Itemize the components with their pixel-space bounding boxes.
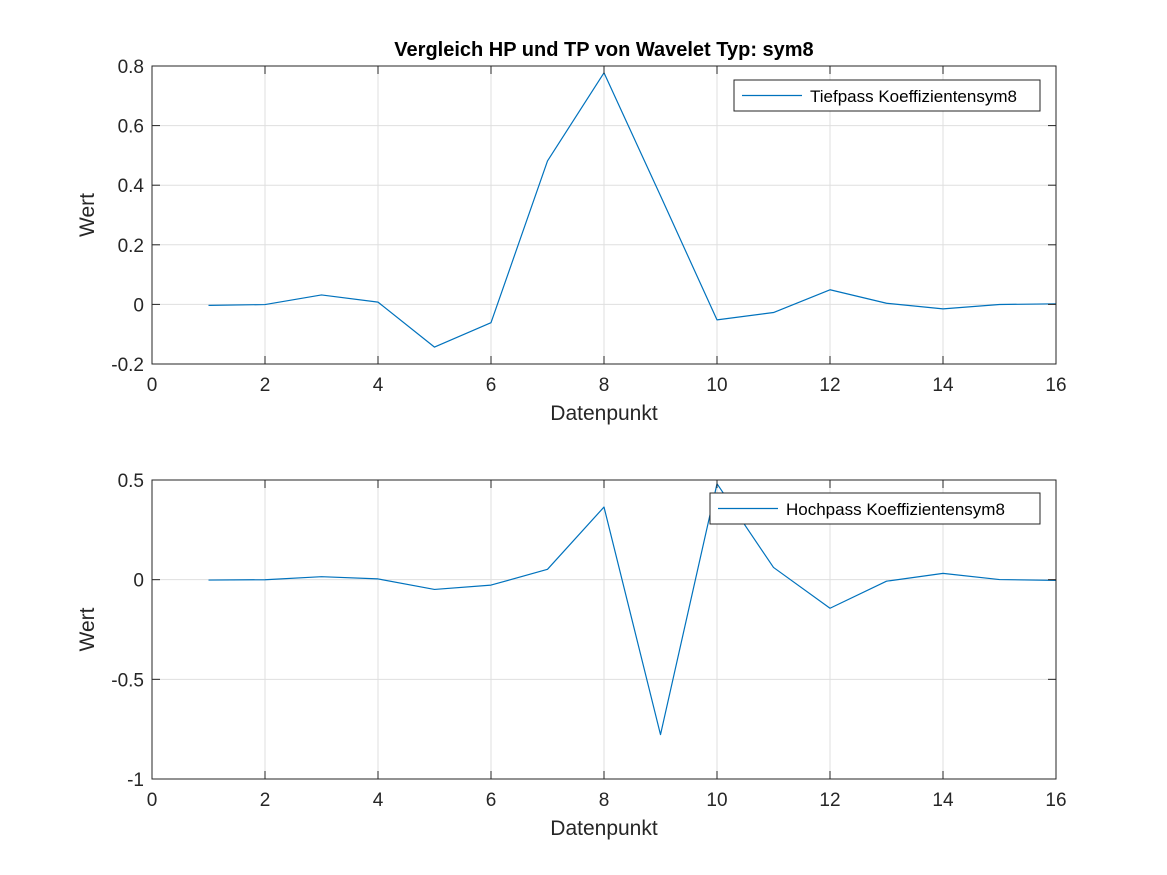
x-tick-label: 6 bbox=[486, 790, 497, 811]
chart-title: Vergleich HP und TP von Wavelet Typ: sym… bbox=[394, 39, 813, 61]
y-tick-label: 0.2 bbox=[118, 236, 144, 257]
data-point bbox=[377, 301, 379, 303]
x-tick-label: 4 bbox=[373, 375, 384, 396]
x-tick-label: 10 bbox=[706, 790, 727, 811]
x-axis-label: Datenpunkt bbox=[550, 817, 658, 840]
series-line bbox=[208, 72, 1057, 348]
data-point bbox=[998, 303, 1000, 305]
data-point bbox=[659, 195, 661, 197]
data-point bbox=[433, 346, 435, 348]
data-point bbox=[885, 302, 887, 304]
legend-entry-label: Hochpass Koeffizientensym8 bbox=[786, 500, 1005, 519]
y-tick-label: 0.8 bbox=[118, 57, 144, 78]
x-tick-label: 0 bbox=[147, 375, 158, 396]
data-point bbox=[885, 580, 887, 582]
data-point bbox=[546, 160, 548, 162]
y-axis-label: Wert bbox=[76, 193, 99, 237]
y-tick-label: -1 bbox=[127, 770, 144, 791]
data-point bbox=[942, 572, 944, 574]
y-tick-label: 0.6 bbox=[118, 117, 144, 138]
y-tick-label: 0 bbox=[133, 571, 144, 592]
x-tick-label: 16 bbox=[1045, 375, 1066, 396]
x-tick-label: 2 bbox=[260, 375, 271, 396]
x-tick-label: 2 bbox=[260, 790, 271, 811]
x-tick-label: 6 bbox=[486, 375, 497, 396]
data-point bbox=[433, 588, 435, 590]
data-point bbox=[998, 578, 1000, 580]
data-point bbox=[320, 294, 322, 296]
x-tick-label: 14 bbox=[932, 375, 954, 396]
data-point bbox=[320, 575, 322, 577]
data-point bbox=[829, 607, 831, 609]
data-point bbox=[264, 303, 266, 305]
x-axis-label: Datenpunkt bbox=[550, 402, 658, 425]
x-tick-label: 8 bbox=[599, 375, 610, 396]
x-tick-label: 0 bbox=[147, 790, 158, 811]
y-tick-label: 0 bbox=[133, 295, 144, 316]
data-point bbox=[490, 321, 492, 323]
data-point bbox=[829, 289, 831, 291]
x-tick-label: 12 bbox=[819, 375, 840, 396]
x-tick-label: 16 bbox=[1045, 790, 1066, 811]
data-point bbox=[772, 566, 774, 568]
y-axis-label: Wert bbox=[76, 607, 99, 651]
data-point bbox=[942, 308, 944, 310]
x-tick-label: 10 bbox=[706, 375, 727, 396]
data-point bbox=[659, 733, 661, 735]
legend-entry-label: Tiefpass Koeffizientensym8 bbox=[810, 87, 1017, 106]
data-point bbox=[716, 319, 718, 321]
data-point bbox=[490, 584, 492, 586]
data-point bbox=[377, 578, 379, 580]
top-subplot: 0 2 4 6 8 10 12 14 16-0.200.20.40.60.8Datenpunkt… bbox=[76, 57, 1067, 425]
data-point bbox=[772, 311, 774, 313]
y-tick-label: -0.5 bbox=[111, 670, 144, 691]
data-point bbox=[207, 579, 209, 581]
y-tick-label: 0.4 bbox=[118, 176, 145, 197]
data-point bbox=[603, 506, 605, 508]
y-tick-label: 0.5 bbox=[118, 471, 144, 492]
data-point bbox=[207, 304, 209, 306]
x-tick-label: 4 bbox=[373, 790, 384, 811]
x-tick-label: 14 bbox=[932, 790, 954, 811]
y-tick-label: -0.2 bbox=[111, 355, 144, 376]
x-tick-label: 12 bbox=[819, 790, 840, 811]
x-tick-label: 8 bbox=[599, 790, 610, 811]
data-point bbox=[546, 568, 548, 570]
bottom-subplot: 0 2 4 6 8 10 12 14 16 -1 -0.5 0 0.5 Datenpunkt Wert Hoc… bbox=[76, 471, 1067, 840]
data-point bbox=[264, 579, 266, 581]
series-line bbox=[208, 483, 1057, 736]
